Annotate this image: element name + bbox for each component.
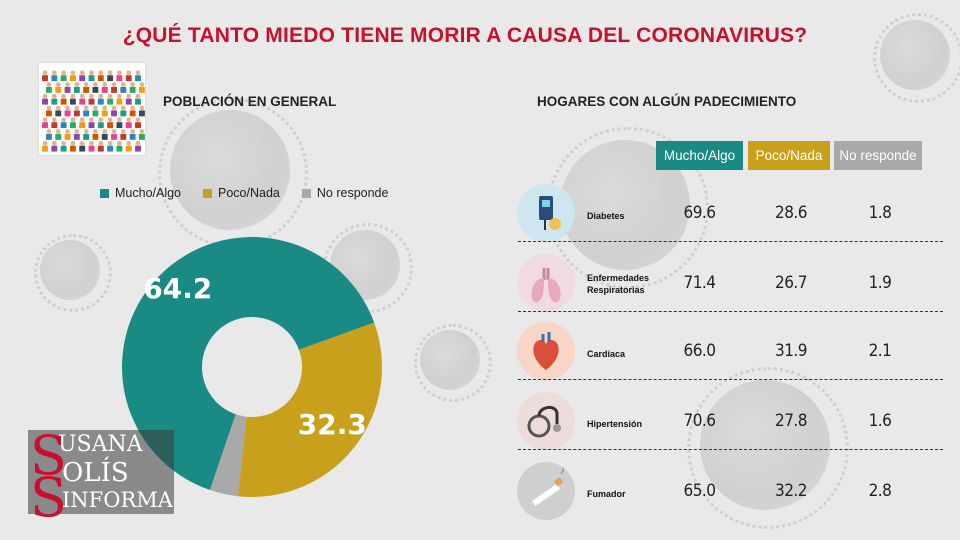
legend-item-mucho: Mucho/Algo — [100, 186, 181, 200]
condition-label: Diabetes — [587, 211, 625, 221]
stethoscope-icon — [517, 392, 575, 450]
row-divider — [518, 311, 943, 312]
watermark-initial: S — [30, 466, 67, 529]
table-cell: 70.6 — [683, 411, 716, 431]
watermark-text: INFORMA — [62, 488, 173, 512]
watermark-initial: S — [30, 424, 67, 487]
right-section-title: HOGARES CON ALGÚN PADECIMIENTO — [537, 94, 797, 109]
column-header-mucho: Mucho/Algo — [656, 141, 743, 170]
table-cell: 27.8 — [774, 411, 808, 431]
condition-label: Cardíaca — [587, 349, 626, 359]
table-row: Enfermedades Respiratorias — [515, 250, 943, 319]
table-cell: 2.1 — [868, 341, 892, 361]
legend-item-poco: Poco/Nada — [203, 186, 280, 200]
left-section-title: POBLACIÓN EN GENERAL — [163, 94, 337, 109]
table-cell: 66.0 — [683, 341, 716, 361]
slice-mucho-algo — [122, 236, 375, 491]
row-divider — [518, 449, 943, 450]
background-virus-icon — [873, 13, 960, 103]
donut-data-label: 64.2 — [143, 272, 212, 305]
column-header-poco: Poco/Nada — [748, 141, 830, 170]
watermark-background — [28, 430, 174, 514]
row-divider — [518, 241, 943, 242]
background-virus-icon — [158, 98, 308, 248]
background-virus-icon — [687, 367, 849, 529]
table-cell: 71.4 — [683, 273, 716, 293]
crowd-illustration — [38, 62, 146, 156]
slice-poco-nada — [237, 322, 382, 497]
condition-label: Fumador — [587, 489, 626, 499]
table-cell: 32.2 — [774, 481, 808, 501]
heart-icon — [517, 322, 575, 380]
condition-label: Enfermedades Respiratorias — [587, 273, 650, 295]
cigarette-icon — [517, 462, 575, 520]
glucometer-icon — [517, 184, 575, 242]
lungs-icon — [517, 254, 575, 312]
table-cell: 28.6 — [774, 203, 808, 223]
table-row: Hipertensión — [515, 388, 943, 457]
donut-data-label: 32.3 — [298, 408, 367, 441]
condition-label: Hipertensión — [587, 419, 643, 429]
legend-item-no-responde: No responde — [301, 186, 389, 200]
legend-label: Poco/Nada — [218, 186, 280, 200]
table-cell: 65.0 — [683, 481, 716, 501]
watermark-logo: S S USANA OLÍS INFORMA — [28, 424, 174, 529]
table-cell: 1.8 — [868, 203, 892, 223]
table-cell: 26.7 — [774, 273, 808, 293]
slice-no-responde — [209, 414, 247, 497]
column-header-no-responde: No responde — [834, 141, 922, 170]
row-divider — [518, 379, 943, 380]
table-row: Cardíaca — [515, 318, 943, 387]
page-title: ¿QUÉ TANTO MIEDO TIENE MORIR A CAUSA DEL… — [122, 24, 808, 47]
table-cell: 2.8 — [868, 481, 892, 501]
legend-swatch — [203, 188, 213, 198]
donut-legend: Mucho/Algo Poco/Nada No responde — [100, 186, 388, 200]
legend-swatch — [100, 188, 109, 198]
legend-label: No responde — [316, 186, 389, 200]
table-cell: 1.6 — [868, 411, 892, 431]
watermark-text: USANA — [58, 432, 143, 457]
legend-label: Mucho/Algo — [115, 186, 182, 200]
table-cell: 69.6 — [683, 203, 716, 223]
donut-chart: 64.232.33.5 — [122, 236, 382, 497]
background-virus-icon — [34, 234, 112, 312]
table-cell: 1.9 — [868, 273, 892, 293]
table-cell: 31.9 — [774, 341, 808, 361]
table-row: Diabetes — [515, 180, 943, 249]
watermark-text: OLÍS — [62, 458, 129, 488]
table-row: Fumador — [515, 458, 943, 527]
legend-swatch — [301, 188, 311, 198]
background-virus-icon — [414, 324, 492, 402]
